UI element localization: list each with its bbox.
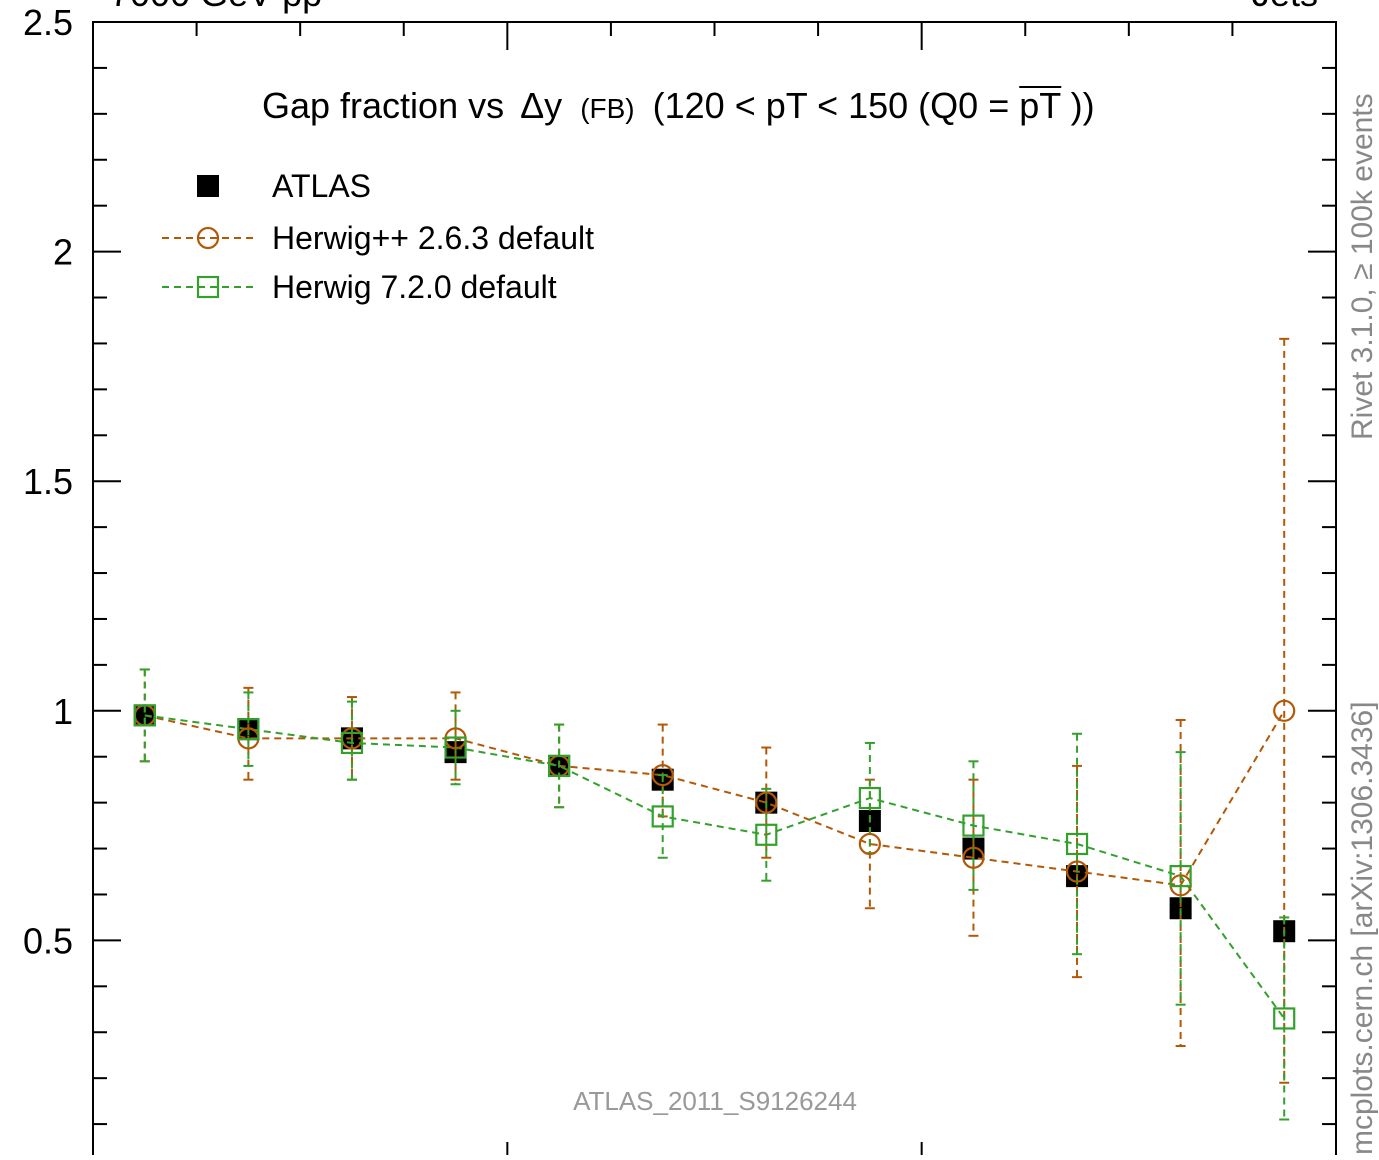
chart-title: Gap fraction vs Δy (FB) (120 < pT < 150 … xyxy=(262,85,1095,126)
y-tick-label: 0.5 xyxy=(23,920,73,961)
y-tick-label: 2.5 xyxy=(23,2,73,43)
herwigpp-point xyxy=(858,832,881,856)
herwig7-point xyxy=(1273,1007,1296,1030)
side-label-top: Rivet 3.1.0, ≥ 100k events xyxy=(1346,93,1379,440)
herwig7-point xyxy=(651,805,674,828)
legend-marker xyxy=(196,275,220,299)
side-label-bottom: mcplots.cern.ch [arXiv:1306.3436] xyxy=(1346,701,1379,1155)
y-tick-labels: 0.5 1 1.5 2 2.5 0 xyxy=(23,2,73,1160)
herwig7-line xyxy=(144,714,1286,1020)
title-main: Gap fraction vs xyxy=(262,85,504,126)
herwig7-point xyxy=(237,718,260,741)
herwig7-point xyxy=(1169,865,1192,888)
legend-marker xyxy=(197,175,219,197)
herwig7-point xyxy=(755,823,778,846)
y-tick-label: 1 xyxy=(53,691,73,732)
herwig7-point xyxy=(340,731,364,755)
y-tick-label: 2 xyxy=(53,232,73,273)
title-delta-y: Δy xyxy=(520,85,562,126)
title-fb: (FB) xyxy=(580,93,634,124)
herwigpp-point xyxy=(1273,699,1296,722)
y-tick-label: 1.5 xyxy=(23,461,73,502)
herwigpp-line xyxy=(144,710,1286,887)
header-right: Jets xyxy=(1252,0,1318,14)
header-left: 7000 GeV pp xyxy=(110,0,322,14)
axis-ticks xyxy=(92,21,1337,1160)
y-tick-label-zero: 0 xyxy=(53,1150,73,1155)
herwig7-point xyxy=(1065,832,1089,856)
herwig7-point xyxy=(858,786,881,810)
title-pt-bar: pT xyxy=(1019,85,1061,126)
herwigpp-point xyxy=(962,846,985,869)
title-range-open: (120 < pT < 150 (Q0 = xyxy=(653,85,1010,126)
herwig7-point xyxy=(133,704,156,727)
herwigpp-point xyxy=(755,791,778,814)
legend: ATLAS Herwig++ 2.6.3 default Herwig 7.2.0 … xyxy=(162,168,594,305)
herwigpp-point xyxy=(651,763,674,787)
herwig7-point xyxy=(962,814,985,837)
title-range-close: )) xyxy=(1071,85,1095,126)
legend-label: Herwig 7.2.0 default xyxy=(272,269,557,305)
legend-marker xyxy=(196,226,220,250)
legend-label: ATLAS xyxy=(272,168,371,204)
herwigpp-point xyxy=(1065,860,1089,883)
legend-label: Herwig++ 2.6.3 default xyxy=(272,220,594,256)
herwig7-point xyxy=(444,736,467,759)
data-series xyxy=(133,337,1296,1121)
watermark-text: ATLAS_2011_S9126244 xyxy=(573,1086,857,1116)
herwig7-point xyxy=(548,754,571,778)
